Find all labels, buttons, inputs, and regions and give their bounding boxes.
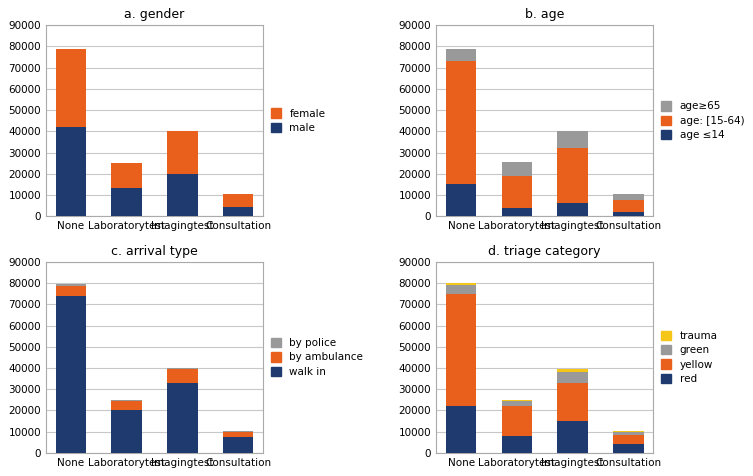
Bar: [111, 410, 142, 453]
Bar: [56, 284, 87, 286]
Bar: [56, 49, 87, 127]
Bar: [501, 400, 532, 401]
Bar: [167, 131, 198, 174]
Bar: [446, 184, 477, 216]
Bar: [223, 194, 254, 207]
Title: b. age: b. age: [525, 9, 565, 21]
Bar: [557, 372, 588, 383]
Bar: [446, 406, 477, 453]
Bar: [557, 369, 588, 372]
Bar: [501, 436, 532, 453]
Bar: [56, 296, 87, 453]
Bar: [223, 430, 254, 432]
Bar: [557, 149, 588, 203]
Bar: [56, 286, 87, 296]
Bar: [613, 430, 644, 432]
Bar: [111, 163, 142, 188]
Bar: [446, 285, 477, 294]
Bar: [167, 369, 198, 383]
Bar: [613, 212, 644, 216]
Bar: [613, 435, 644, 444]
Legend: trauma, green, yellow, red: trauma, green, yellow, red: [661, 331, 718, 384]
Bar: [167, 368, 198, 369]
Bar: [613, 432, 644, 435]
Legend: by police, by ambulance, walk in: by police, by ambulance, walk in: [270, 338, 363, 377]
Bar: [613, 444, 644, 453]
Title: a. gender: a. gender: [124, 9, 184, 21]
Bar: [167, 383, 198, 453]
Bar: [446, 49, 477, 61]
Bar: [223, 437, 254, 453]
Bar: [613, 200, 644, 212]
Bar: [111, 188, 142, 216]
Bar: [223, 207, 254, 216]
Bar: [501, 208, 532, 216]
Bar: [446, 283, 477, 285]
Legend: age≥65, age: [15-64), age ≤14: age≥65, age: [15-64), age ≤14: [661, 101, 744, 140]
Bar: [223, 432, 254, 437]
Bar: [111, 401, 142, 410]
Bar: [613, 194, 644, 200]
Title: c. arrival type: c. arrival type: [111, 245, 198, 258]
Bar: [501, 176, 532, 208]
Bar: [557, 421, 588, 453]
Bar: [501, 162, 532, 176]
Bar: [56, 127, 87, 216]
Bar: [557, 203, 588, 216]
Bar: [167, 174, 198, 216]
Title: d. triage category: d. triage category: [489, 245, 601, 258]
Bar: [557, 383, 588, 421]
Bar: [501, 406, 532, 436]
Legend: female, male: female, male: [270, 109, 325, 133]
Bar: [557, 131, 588, 149]
Bar: [111, 400, 142, 401]
Bar: [446, 61, 477, 184]
Bar: [446, 294, 477, 406]
Bar: [501, 401, 532, 406]
